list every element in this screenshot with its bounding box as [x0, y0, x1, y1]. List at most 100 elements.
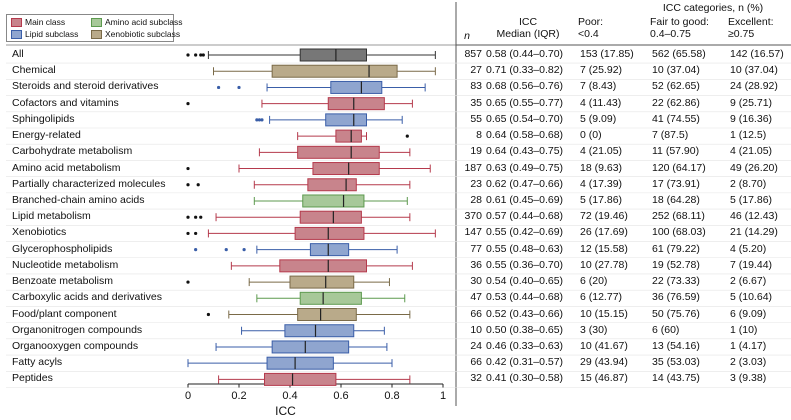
row-n: 47 — [470, 291, 482, 304]
row-label: Nucleotide metabolism — [12, 258, 119, 271]
row-label: Partially characterized molecules — [12, 177, 166, 190]
box-iqr — [325, 113, 368, 127]
outlier-point — [196, 183, 200, 187]
header-poor-line1: Poor: — [578, 16, 604, 28]
outlier-point — [206, 312, 210, 317]
row-excellent: 2 (8.70) — [730, 177, 767, 190]
row-n: 147 — [464, 226, 482, 239]
row-poor: 153 (17.85) — [580, 48, 634, 60]
row-label: Xenobiotics — [12, 226, 67, 239]
outlier-point — [186, 231, 190, 236]
outlier-point — [186, 102, 190, 106]
outlier-point — [257, 118, 261, 122]
row-label: Cofactors and vitamins — [12, 96, 119, 109]
header-excellent: Excellent: ≥0.75 — [728, 16, 790, 40]
outlier-point — [199, 53, 203, 57]
row-fair: 52 (62.65) — [652, 80, 700, 93]
box-iqr — [271, 64, 398, 78]
row-icc: 0.53 (0.44–0.68) — [486, 291, 564, 304]
row-excellent: 7 (19.44) — [730, 258, 773, 271]
row-label: Organonitrogen compounds — [12, 323, 143, 336]
row-excellent: 4 (21.05) — [730, 145, 773, 158]
legend: Main class Amino acid subclass Lipid sub… — [6, 14, 182, 42]
row-icc: 0.58 (0.44–0.70) — [486, 48, 564, 60]
row-poor: 10 (15.15) — [580, 307, 628, 320]
row-label: Sphingolipids — [12, 112, 75, 125]
row-fair: 61 (79.22) — [652, 242, 700, 255]
row-n: 77 — [470, 242, 482, 255]
box-iqr — [279, 259, 367, 273]
box-iqr — [299, 291, 362, 305]
legend-entry-amino: Amino acid subclass — [91, 17, 183, 28]
row-icc: 0.62 (0.47–0.66) — [486, 177, 564, 190]
row-n: 23 — [470, 177, 482, 190]
outlier-point — [194, 215, 198, 219]
box-iqr — [335, 129, 362, 143]
row-fair: 562 (65.58) — [652, 48, 706, 60]
row-label: Amino acid metabolism — [12, 161, 121, 174]
row-icc: 0.71 (0.33–0.82) — [486, 64, 564, 77]
outlier-point — [237, 85, 241, 90]
row-excellent: 3 (9.38) — [730, 372, 767, 385]
row-n: 36 — [470, 258, 482, 271]
row-poor: 4 (17.39) — [580, 177, 623, 190]
row-excellent: 1 (4.17) — [730, 340, 767, 352]
legend-label: Main class — [25, 17, 66, 27]
x-tick-label: 0.8 — [384, 390, 399, 402]
row-fair: 18 (64.28) — [652, 194, 700, 206]
row-n: 83 — [470, 80, 482, 93]
row-n: 187 — [464, 161, 482, 174]
row-label: Energy-related — [12, 129, 81, 142]
box-iqr — [294, 226, 365, 240]
row-poor: 5 (9.09) — [580, 112, 617, 125]
row-n: 370 — [464, 210, 482, 223]
outlier-point — [405, 134, 409, 138]
row-n: 19 — [470, 145, 482, 158]
box-iqr — [309, 243, 350, 257]
box-iqr — [299, 210, 362, 224]
header-fair: Fair to good: 0.4–0.75 — [650, 16, 728, 40]
row-excellent: 24 (28.92) — [730, 80, 778, 93]
row-fair: 41 (74.55) — [652, 112, 700, 125]
outlier-point — [260, 118, 264, 122]
box-iqr — [330, 80, 383, 94]
row-poor: 0 (0) — [580, 129, 602, 142]
x-tick-label: 0.2 — [231, 390, 246, 402]
row-poor: 12 (15.58) — [580, 242, 628, 255]
row-excellent: 10 (37.04) — [730, 64, 778, 77]
row-excellent: 5 (17.86) — [730, 194, 773, 206]
row-n: 857 — [464, 48, 482, 60]
box-iqr — [299, 48, 368, 62]
box-iqr — [264, 372, 337, 386]
outlier-point — [217, 85, 221, 90]
row-excellent: 1 (10) — [730, 323, 758, 336]
row-poor: 18 (9.63) — [580, 161, 623, 174]
box-iqr — [307, 178, 357, 192]
header-exc-line1: Excellent: — [728, 16, 774, 28]
row-label: Carbohydrate metabolism — [12, 145, 133, 158]
row-label: Carboxylic acids and derivatives — [12, 291, 162, 304]
row-n: 55 — [470, 112, 482, 125]
row-n: 24 — [470, 340, 482, 352]
row-excellent: 9 (16.36) — [730, 112, 773, 125]
row-excellent: 9 (25.71) — [730, 96, 773, 109]
row-label: Peptides — [12, 372, 53, 385]
outlier-point — [186, 183, 190, 187]
row-poor: 29 (43.94) — [580, 356, 628, 369]
row-fair: 13 (54.16) — [652, 340, 700, 352]
row-fair: 36 (76.59) — [652, 291, 700, 304]
box-iqr — [289, 275, 355, 289]
legend-label: Amino acid subclass — [105, 17, 183, 27]
row-fair: 14 (43.75) — [652, 372, 700, 385]
row-icc: 0.55 (0.36–0.70) — [486, 258, 564, 271]
row-icc: 0.55 (0.48–0.63) — [486, 242, 564, 255]
x-tick-label: 0.4 — [282, 390, 297, 402]
row-excellent: 46 (12.43) — [730, 210, 778, 223]
row-poor: 7 (25.92) — [580, 64, 623, 77]
row-excellent: 6 (9.09) — [730, 307, 767, 320]
legend-entry-main: Main class — [11, 17, 66, 28]
row-fair: 22 (73.33) — [652, 275, 700, 288]
row-fair: 19 (52.78) — [652, 258, 700, 271]
row-fair: 35 (53.03) — [652, 356, 700, 369]
